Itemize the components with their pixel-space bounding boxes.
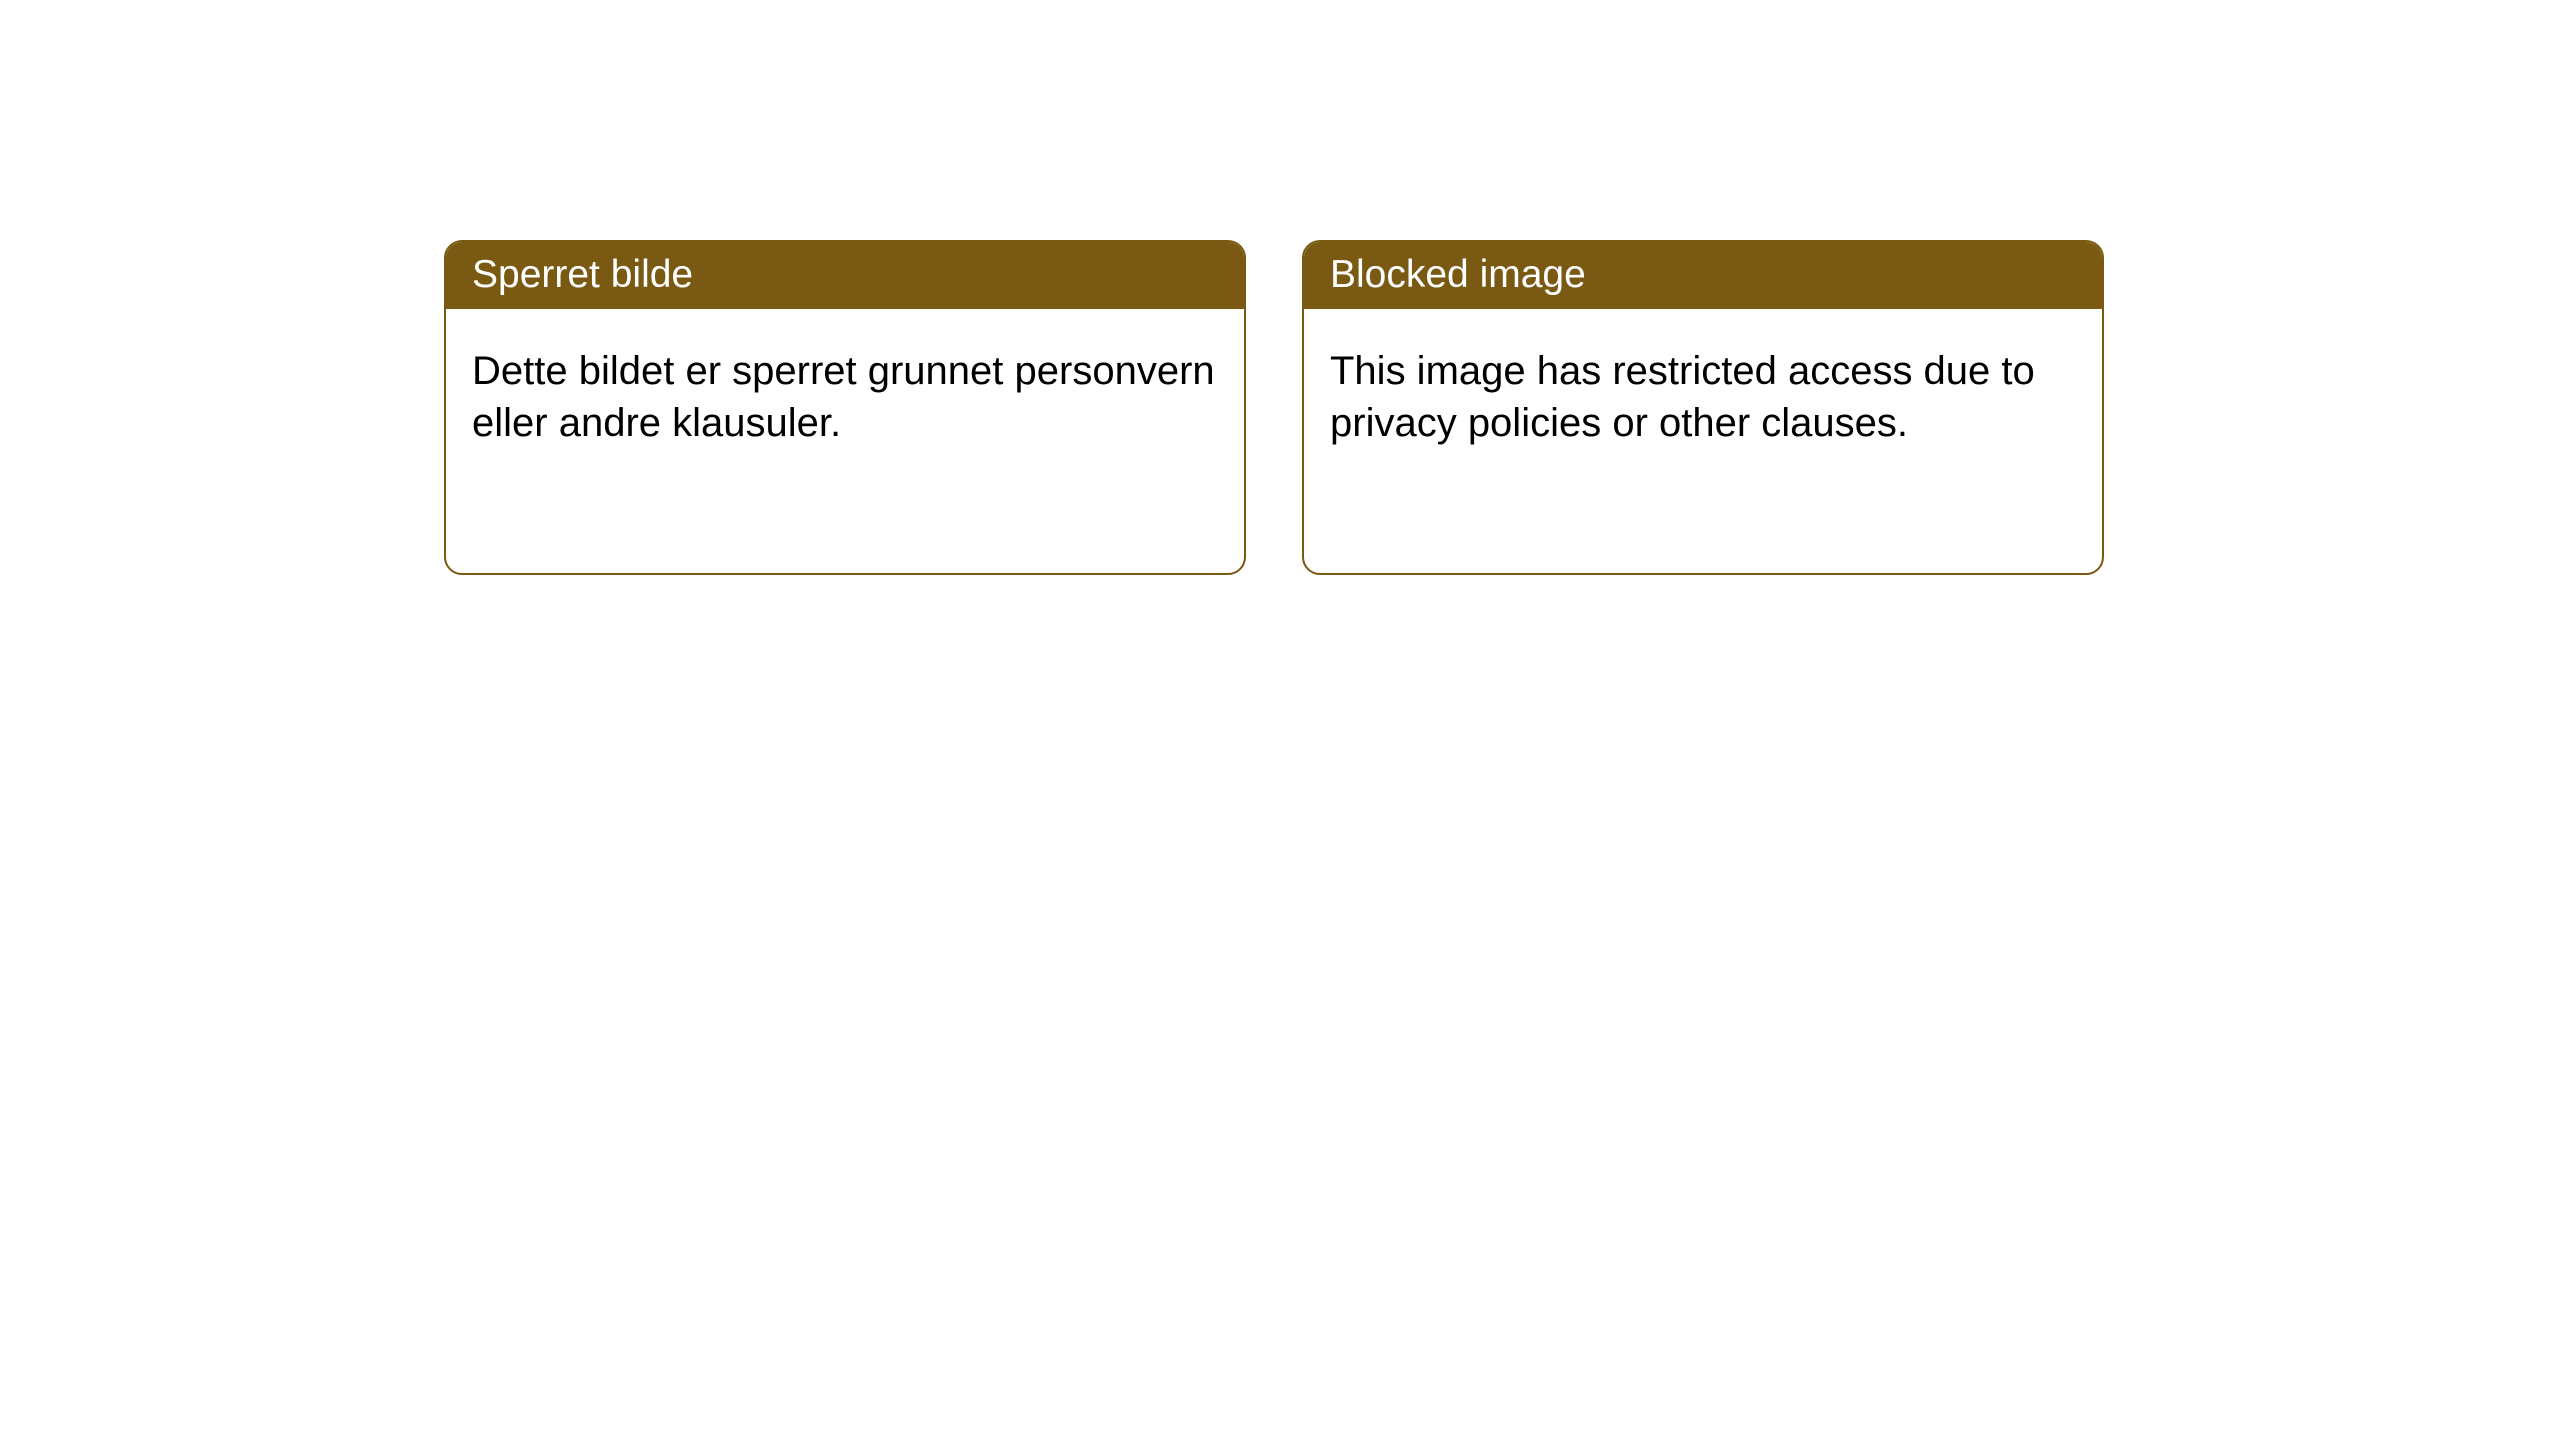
card-title: Blocked image (1330, 253, 1586, 296)
card-english: Blocked image This image has restricted … (1302, 240, 2104, 575)
card-norwegian: Sperret bilde Dette bildet er sperret gr… (444, 240, 1246, 575)
card-body-text: Dette bildet er sperret grunnet personve… (472, 349, 1215, 445)
card-title: Sperret bilde (472, 253, 693, 296)
cards-container: Sperret bilde Dette bildet er sperret gr… (444, 240, 2104, 575)
card-header-norwegian: Sperret bilde (446, 242, 1244, 309)
card-body-text: This image has restricted access due to … (1330, 349, 2035, 445)
card-body-english: This image has restricted access due to … (1304, 309, 2102, 485)
card-header-english: Blocked image (1304, 242, 2102, 309)
card-body-norwegian: Dette bildet er sperret grunnet personve… (446, 309, 1244, 485)
